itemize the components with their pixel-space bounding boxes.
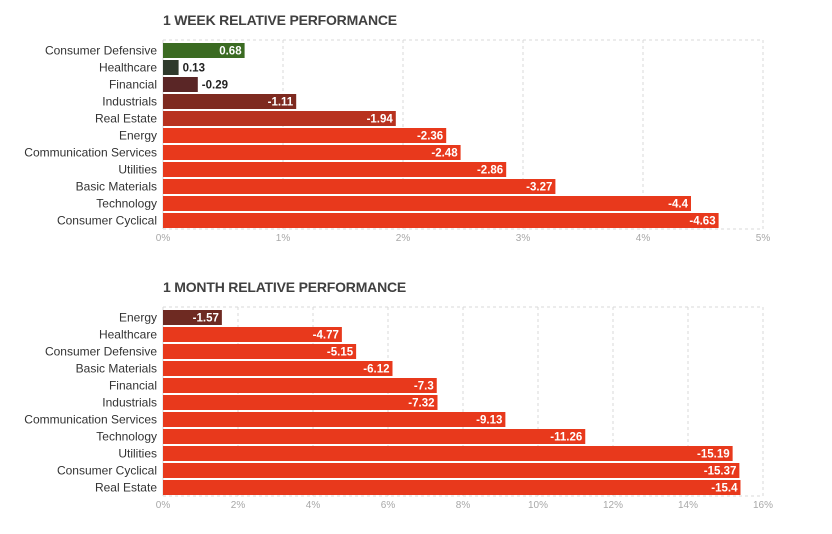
bar [163, 412, 506, 427]
bar [163, 60, 179, 75]
category-label: Consumer Cyclical [57, 214, 157, 228]
bar-value-label: 0.68 [219, 46, 242, 58]
category-label: Basic Materials [76, 362, 157, 376]
x-tick-label: 0% [156, 500, 171, 511]
bar [163, 463, 740, 478]
x-tick-label: 3% [516, 233, 531, 244]
bar-value-label: -2.86 [477, 165, 503, 177]
x-tick-label: 2% [396, 233, 411, 244]
category-label: Financial [109, 379, 157, 393]
bar [163, 128, 447, 143]
bar-value-label: -7.3 [414, 381, 434, 393]
x-tick-label: 14% [678, 500, 698, 511]
week-bar-chart-svg: 0% 1% 2% 3% 4% 5% Consumer Defensive 0.68 Health… [24, 39, 771, 244]
category-label: Communication Services [24, 146, 157, 160]
bar [163, 94, 297, 109]
x-tick-label: 1% [276, 233, 291, 244]
bar [163, 327, 342, 342]
category-label: Energy [119, 129, 157, 143]
category-label: Industrials [102, 95, 157, 109]
bar-value-label: -9.13 [476, 415, 502, 427]
bar-value-label: -4.77 [313, 330, 339, 342]
x-tick-label: 8% [456, 500, 471, 511]
bar-value-label: -7.32 [408, 398, 434, 410]
category-label: Industrials [102, 396, 157, 410]
bar-value-label: -2.36 [417, 131, 443, 143]
x-tick-label: 10% [528, 500, 548, 511]
bar-value-label: -15.37 [704, 466, 737, 478]
x-tick-label: 4% [306, 500, 321, 511]
x-tick-label: 0% [156, 233, 171, 244]
bar-value-label: 0.13 [183, 63, 205, 75]
category-label: Utilities [118, 447, 157, 461]
category-label: Basic Materials [76, 180, 157, 194]
bar [163, 378, 437, 393]
bar-value-label: -2.48 [431, 148, 458, 160]
month-bar-chart-svg: 0% 2% 4% 6% 8% 10% 12% 14% 16% Energy -1.57 Healthc… [24, 306, 773, 511]
chart-title: 1 WEEK RELATIVE PERFORMANCE [163, 12, 397, 28]
category-label: Technology [96, 197, 157, 211]
x-tick-label: 16% [753, 500, 773, 511]
category-label: Healthcare [99, 328, 157, 342]
bar [163, 77, 198, 92]
bar-value-label: -1.57 [193, 313, 219, 325]
bar-value-label: -0.29 [202, 80, 228, 92]
bar-value-label: -15.4 [711, 483, 738, 495]
category-label: Financial [109, 78, 157, 92]
x-tick-label: 2% [231, 500, 246, 511]
bar [163, 111, 396, 126]
category-label: Consumer Defensive [45, 44, 157, 58]
category-label: Healthcare [99, 61, 157, 75]
category-label: Consumer Defensive [45, 345, 157, 359]
bar-value-label: -1.11 [268, 97, 294, 109]
bar [163, 310, 222, 325]
category-label: Technology [96, 430, 157, 444]
bar [163, 179, 556, 194]
bar-value-label: -11.26 [550, 432, 582, 444]
bar-value-label: -1.94 [367, 114, 394, 126]
category-label: Real Estate [95, 112, 157, 126]
bar-value-label: -4.4 [668, 199, 688, 211]
bar [163, 43, 245, 58]
bar [163, 395, 438, 410]
bar [163, 344, 357, 359]
bar [163, 145, 461, 160]
category-label: Utilities [118, 163, 157, 177]
bar [163, 213, 719, 228]
category-label: Real Estate [95, 481, 157, 495]
bar [163, 196, 691, 211]
bar-value-label: -5.15 [327, 347, 354, 359]
chart-title: 1 MONTH RELATIVE PERFORMANCE [163, 279, 407, 295]
category-label: Consumer Cyclical [57, 464, 157, 478]
x-tick-label: 5% [756, 233, 771, 244]
category-label: Energy [119, 311, 157, 325]
x-tick-label: 12% [603, 500, 623, 511]
bar-value-label: -15.19 [697, 449, 730, 461]
bar [163, 361, 393, 376]
category-label: Communication Services [24, 413, 157, 427]
bar [163, 446, 733, 461]
bar-value-label: -3.27 [526, 182, 552, 194]
x-tick-label: 4% [636, 233, 651, 244]
bar-value-label: -4.63 [689, 216, 715, 228]
bar [163, 429, 586, 444]
bar [163, 480, 741, 495]
x-tick-label: 6% [381, 500, 396, 511]
bar [163, 162, 507, 177]
bar-value-label: -6.12 [363, 364, 389, 376]
